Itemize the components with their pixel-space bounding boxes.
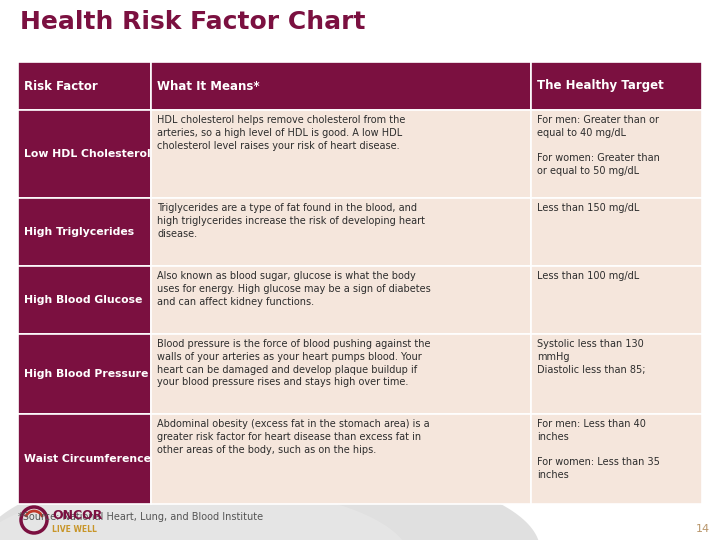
Text: Blood pressure is the force of blood pushing against the
walls of your arteries : Blood pressure is the force of blood pus… <box>158 339 431 387</box>
Text: Systolic less than 130
mmHg
Diastolic less than 85;: Systolic less than 130 mmHg Diastolic le… <box>537 339 646 375</box>
Bar <box>18 414 151 504</box>
Bar <box>18 266 151 334</box>
PathPatch shape <box>0 485 410 540</box>
Bar <box>18 334 151 414</box>
PathPatch shape <box>0 460 540 540</box>
Bar <box>531 198 702 266</box>
Text: ONCOR: ONCOR <box>52 509 102 522</box>
Text: High Triglycerides: High Triglycerides <box>24 227 134 237</box>
Text: Less than 100 mg/dL: Less than 100 mg/dL <box>537 271 639 281</box>
Bar <box>531 414 702 504</box>
Text: *Source: National Heart, Lung, and Blood Institute: *Source: National Heart, Lung, and Blood… <box>18 512 263 522</box>
Text: Triglycerides are a type of fat found in the blood, and
high triglycerides incre: Triglycerides are a type of fat found in… <box>158 203 426 239</box>
Text: High Blood Glucose: High Blood Glucose <box>24 295 143 305</box>
Text: High Blood Pressure: High Blood Pressure <box>24 369 148 379</box>
Bar <box>151 62 531 110</box>
Bar <box>18 62 151 110</box>
Text: Also known as blood sugar, glucose is what the body
uses for energy. High glucos: Also known as blood sugar, glucose is wh… <box>158 271 431 307</box>
Bar <box>18 198 151 266</box>
Text: HDL cholesterol helps remove cholesterol from the
arteries, so a high level of H: HDL cholesterol helps remove cholesterol… <box>158 115 406 151</box>
Text: Health Risk Factor Chart: Health Risk Factor Chart <box>20 10 366 34</box>
Text: Less than 150 mg/dL: Less than 150 mg/dL <box>537 203 639 213</box>
Bar <box>18 110 151 198</box>
Bar <box>151 334 531 414</box>
Bar <box>531 110 702 198</box>
Text: Waist Circumference: Waist Circumference <box>24 454 151 464</box>
Bar <box>151 266 531 334</box>
Text: Risk Factor: Risk Factor <box>24 79 98 92</box>
Bar <box>151 198 531 266</box>
Bar <box>531 62 702 110</box>
Bar <box>151 110 531 198</box>
Text: Abdominal obesity (excess fat in the stomach area) is a
greater risk factor for : Abdominal obesity (excess fat in the sto… <box>158 419 430 455</box>
Text: The Healthy Target: The Healthy Target <box>537 79 664 92</box>
Text: LIVE WELL: LIVE WELL <box>52 525 97 534</box>
Text: Low HDL Cholesterol: Low HDL Cholesterol <box>24 149 150 159</box>
Text: 14: 14 <box>696 524 710 534</box>
Bar <box>151 414 531 504</box>
Bar <box>531 334 702 414</box>
Text: For men: Less than 40
inches

For women: Less than 35
inches: For men: Less than 40 inches For women: … <box>537 419 660 480</box>
Text: For men: Greater than or
equal to 40 mg/dL

For women: Greater than
or equal to : For men: Greater than or equal to 40 mg/… <box>537 115 660 176</box>
Bar <box>531 266 702 334</box>
Text: What It Means*: What It Means* <box>158 79 260 92</box>
